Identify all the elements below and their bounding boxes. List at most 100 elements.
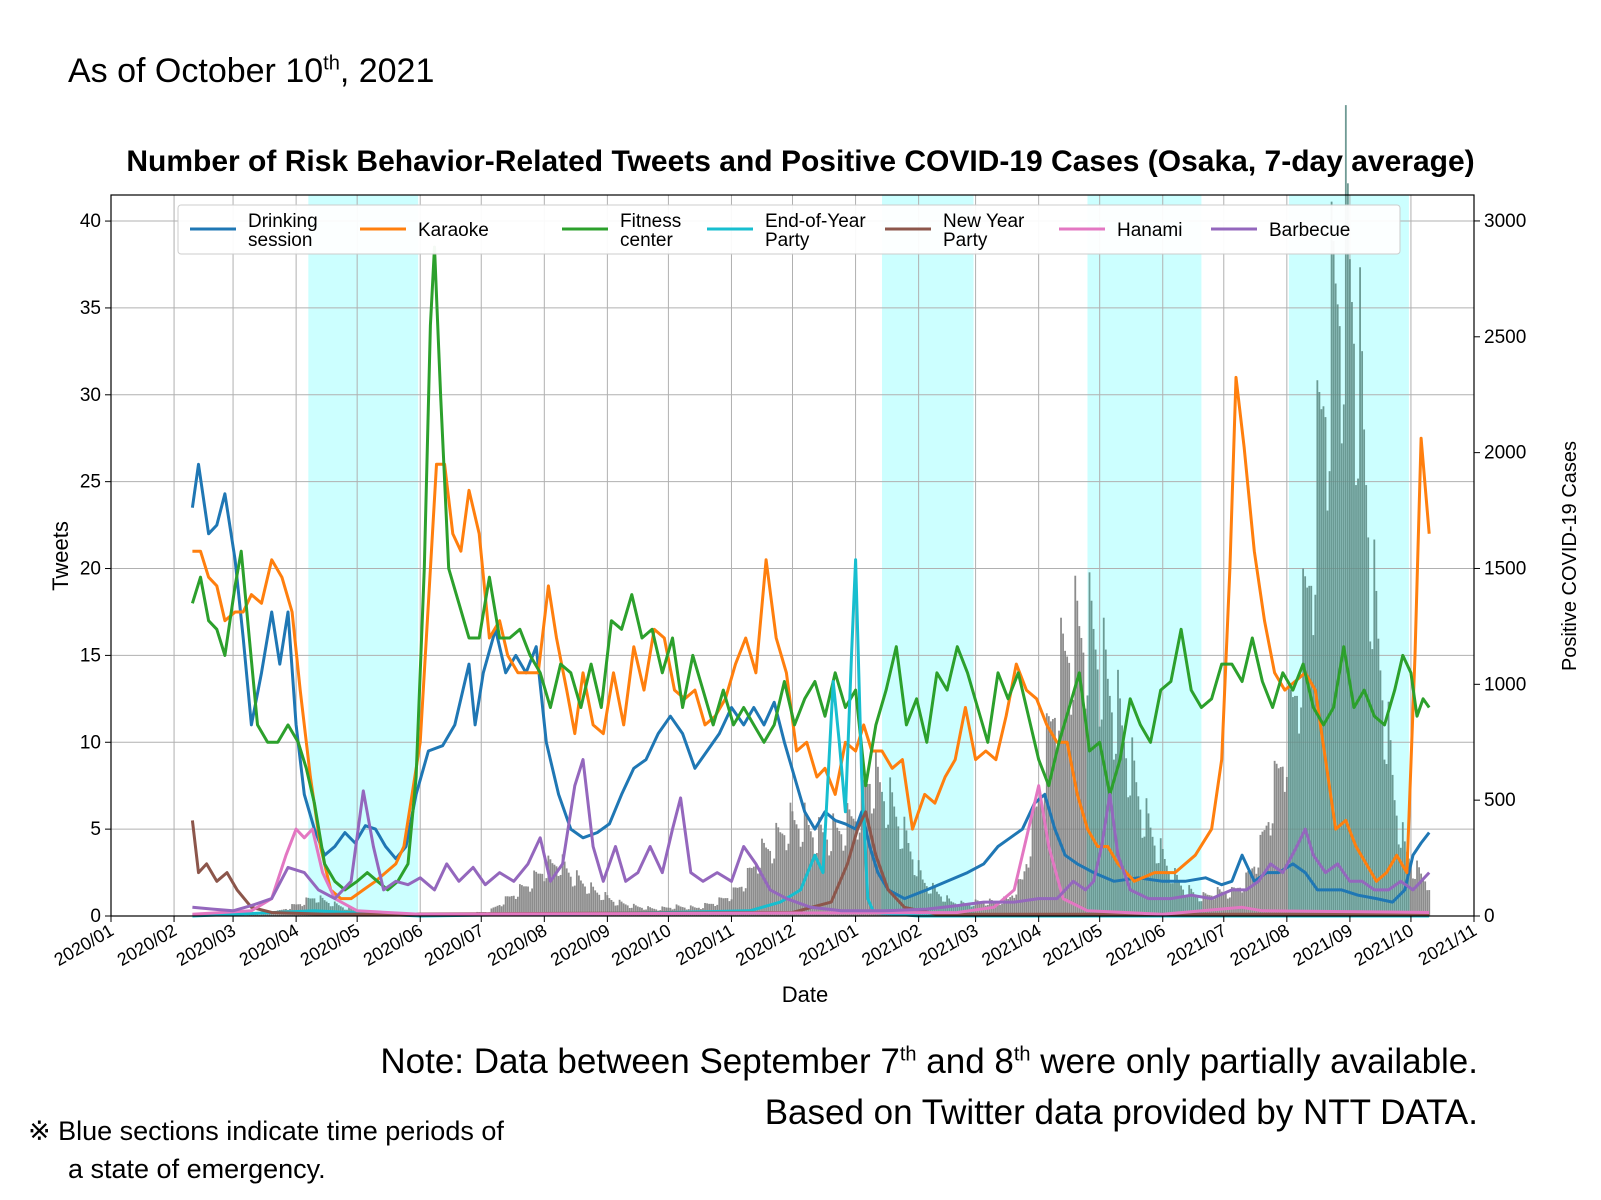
- x-tick-label: 2021/02: [858, 920, 924, 970]
- case-bar: [1123, 742, 1125, 916]
- case-bar: [596, 892, 599, 916]
- case-bar: [816, 852, 818, 916]
- legend-box: [177, 204, 1401, 255]
- y-right-tick-label: 0: [1484, 906, 1495, 927]
- emergency-bands: [308, 195, 1409, 916]
- case-bar: [1202, 892, 1205, 916]
- case-bar: [1324, 417, 1327, 916]
- chart-title: Number of Risk Behavior-Related Tweets a…: [126, 145, 1475, 178]
- case-bar: [952, 902, 955, 916]
- case-bar: [1023, 871, 1026, 916]
- case-bar: [795, 824, 798, 916]
- case-bar: [1176, 874, 1178, 916]
- case-bar: [883, 801, 885, 916]
- x-tick-label: 2020/09: [547, 920, 613, 970]
- case-bar: [547, 855, 550, 916]
- case-bar: [1273, 760, 1276, 916]
- case-bar: [850, 816, 853, 916]
- case-bar: [1342, 404, 1345, 916]
- case-bar: [732, 887, 735, 916]
- case-bar: [797, 828, 800, 916]
- x-tick-label: 2020/03: [173, 920, 239, 970]
- case-bar: [616, 905, 619, 916]
- case-bar: [704, 902, 706, 916]
- footnote-emergency: ※ Blue sections indicate time periods of…: [28, 1112, 504, 1188]
- case-bar: [777, 827, 780, 916]
- legend-label: Party: [765, 230, 810, 251]
- case-bar: [1420, 873, 1423, 916]
- case-bar: [1090, 600, 1093, 916]
- case-bar: [781, 833, 784, 916]
- legend-label: Hanami: [1117, 220, 1182, 241]
- case-bar: [506, 896, 509, 916]
- case-bar: [594, 890, 597, 916]
- case-bar: [1027, 867, 1030, 916]
- y-right-tick-label: 1000: [1484, 674, 1526, 695]
- emergency-band-1: [308, 195, 419, 916]
- case-bar: [1346, 183, 1349, 916]
- case-bar: [1092, 628, 1095, 916]
- case-bar: [567, 872, 570, 916]
- case-bar: [929, 893, 932, 916]
- case-bar: [1237, 887, 1239, 916]
- case-bar: [606, 895, 609, 916]
- case-bar: [498, 904, 501, 916]
- case-bar: [1047, 716, 1050, 916]
- case-bar: [1013, 897, 1016, 916]
- case-bar: [573, 885, 576, 916]
- case-bar: [944, 901, 946, 916]
- case-bar: [842, 850, 845, 916]
- case-bar: [675, 904, 678, 916]
- case-bar: [626, 905, 629, 916]
- case-bar: [1308, 585, 1311, 916]
- case-bar: [1279, 767, 1282, 916]
- case-bar: [1157, 863, 1160, 916]
- case-bar: [1296, 695, 1298, 916]
- case-bar: [1121, 725, 1123, 916]
- case-bar: [1245, 872, 1248, 916]
- case-bar: [1070, 714, 1073, 916]
- footnote-line-1: ※ Blue sections indicate time periods of: [28, 1116, 504, 1146]
- case-bar: [915, 876, 918, 916]
- y-right-tick-label: 3000: [1484, 211, 1526, 232]
- case-bar: [1387, 701, 1390, 916]
- case-bar: [885, 827, 887, 916]
- case-bar: [1001, 903, 1003, 916]
- case-bar: [1294, 695, 1296, 916]
- case-bar: [1011, 895, 1014, 916]
- case-bar: [305, 897, 308, 916]
- case-bar: [895, 816, 898, 916]
- legend-label: session: [248, 230, 312, 251]
- case-bar: [742, 891, 745, 916]
- case-bar: [903, 816, 906, 916]
- case-bar: [1383, 759, 1386, 916]
- case-bar: [828, 855, 831, 916]
- x-tick-label: 2021/11: [1415, 920, 1480, 969]
- case-bar: [608, 898, 611, 916]
- case-bar: [1060, 617, 1062, 916]
- case-bar: [834, 820, 837, 916]
- case-bar: [1086, 695, 1089, 916]
- case-bar: [335, 903, 338, 916]
- case-bar: [1096, 669, 1099, 916]
- case-bar: [1332, 241, 1335, 917]
- case-bar: [333, 901, 336, 916]
- case-bar: [309, 898, 312, 916]
- case-bar: [1039, 794, 1042, 916]
- case-bar: [260, 914, 263, 916]
- case-bar: [1243, 889, 1246, 916]
- case-bar: [923, 882, 926, 916]
- case-bar: [724, 898, 727, 916]
- case-bar: [323, 900, 326, 916]
- case-bar: [1212, 899, 1215, 916]
- case-bar: [636, 906, 639, 916]
- case-bar: [783, 835, 786, 916]
- case-bar: [1389, 740, 1392, 916]
- case-bar: [1222, 892, 1225, 916]
- case-bar: [712, 903, 715, 916]
- case-bar: [824, 835, 826, 916]
- case-bar: [1373, 539, 1376, 916]
- case-bar: [502, 904, 505, 916]
- case-bar: [984, 905, 987, 916]
- y-right-tick-label: 2000: [1484, 443, 1526, 464]
